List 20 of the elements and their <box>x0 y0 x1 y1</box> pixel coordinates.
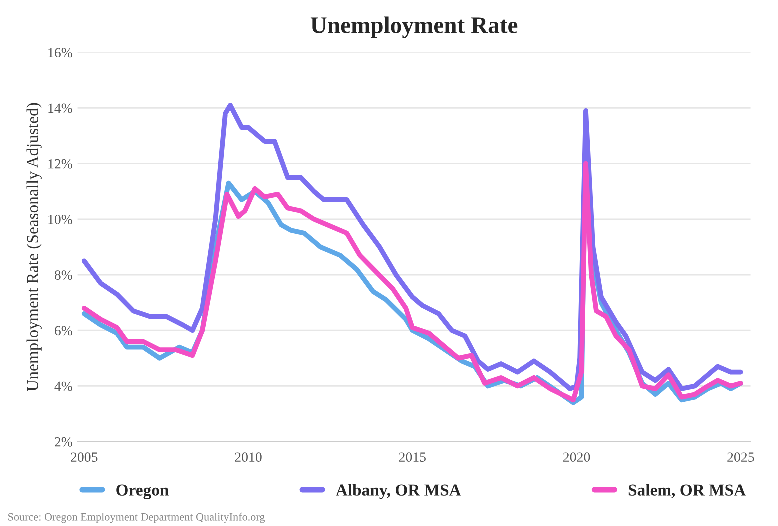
y-tick-label: 12% <box>48 159 72 169</box>
legend-label: Oregon <box>116 484 169 500</box>
y-tick-label: 16% <box>48 48 72 58</box>
y-tick-label: 8% <box>54 270 72 280</box>
y-axis-title: Unemployment Rate (Seasonally Adjusted) <box>26 103 42 392</box>
x-tick-label: 2010 <box>235 452 262 462</box>
legend-label: Albany, OR MSA <box>336 484 462 500</box>
x-tick-label: 2020 <box>564 452 590 462</box>
line-series <box>82 161 744 403</box>
chart-title: Unemployment Rate <box>310 16 518 38</box>
y-tick-label: 10% <box>48 215 72 224</box>
x-tick-label: 2025 <box>728 452 754 462</box>
x-tick-label: 2015 <box>399 452 426 462</box>
y-tick-label: 2% <box>55 437 72 447</box>
y-tick-label: 4% <box>54 382 72 392</box>
y-tick-label: 6% <box>55 326 72 336</box>
y-tick-label: 14% <box>48 104 72 114</box>
source-note: Source: Oregon Employment Department QualityInfo.org <box>8 512 266 524</box>
x-tick-label: 2005 <box>71 452 98 462</box>
legend-label: Salem, OR MSA <box>628 484 746 498</box>
